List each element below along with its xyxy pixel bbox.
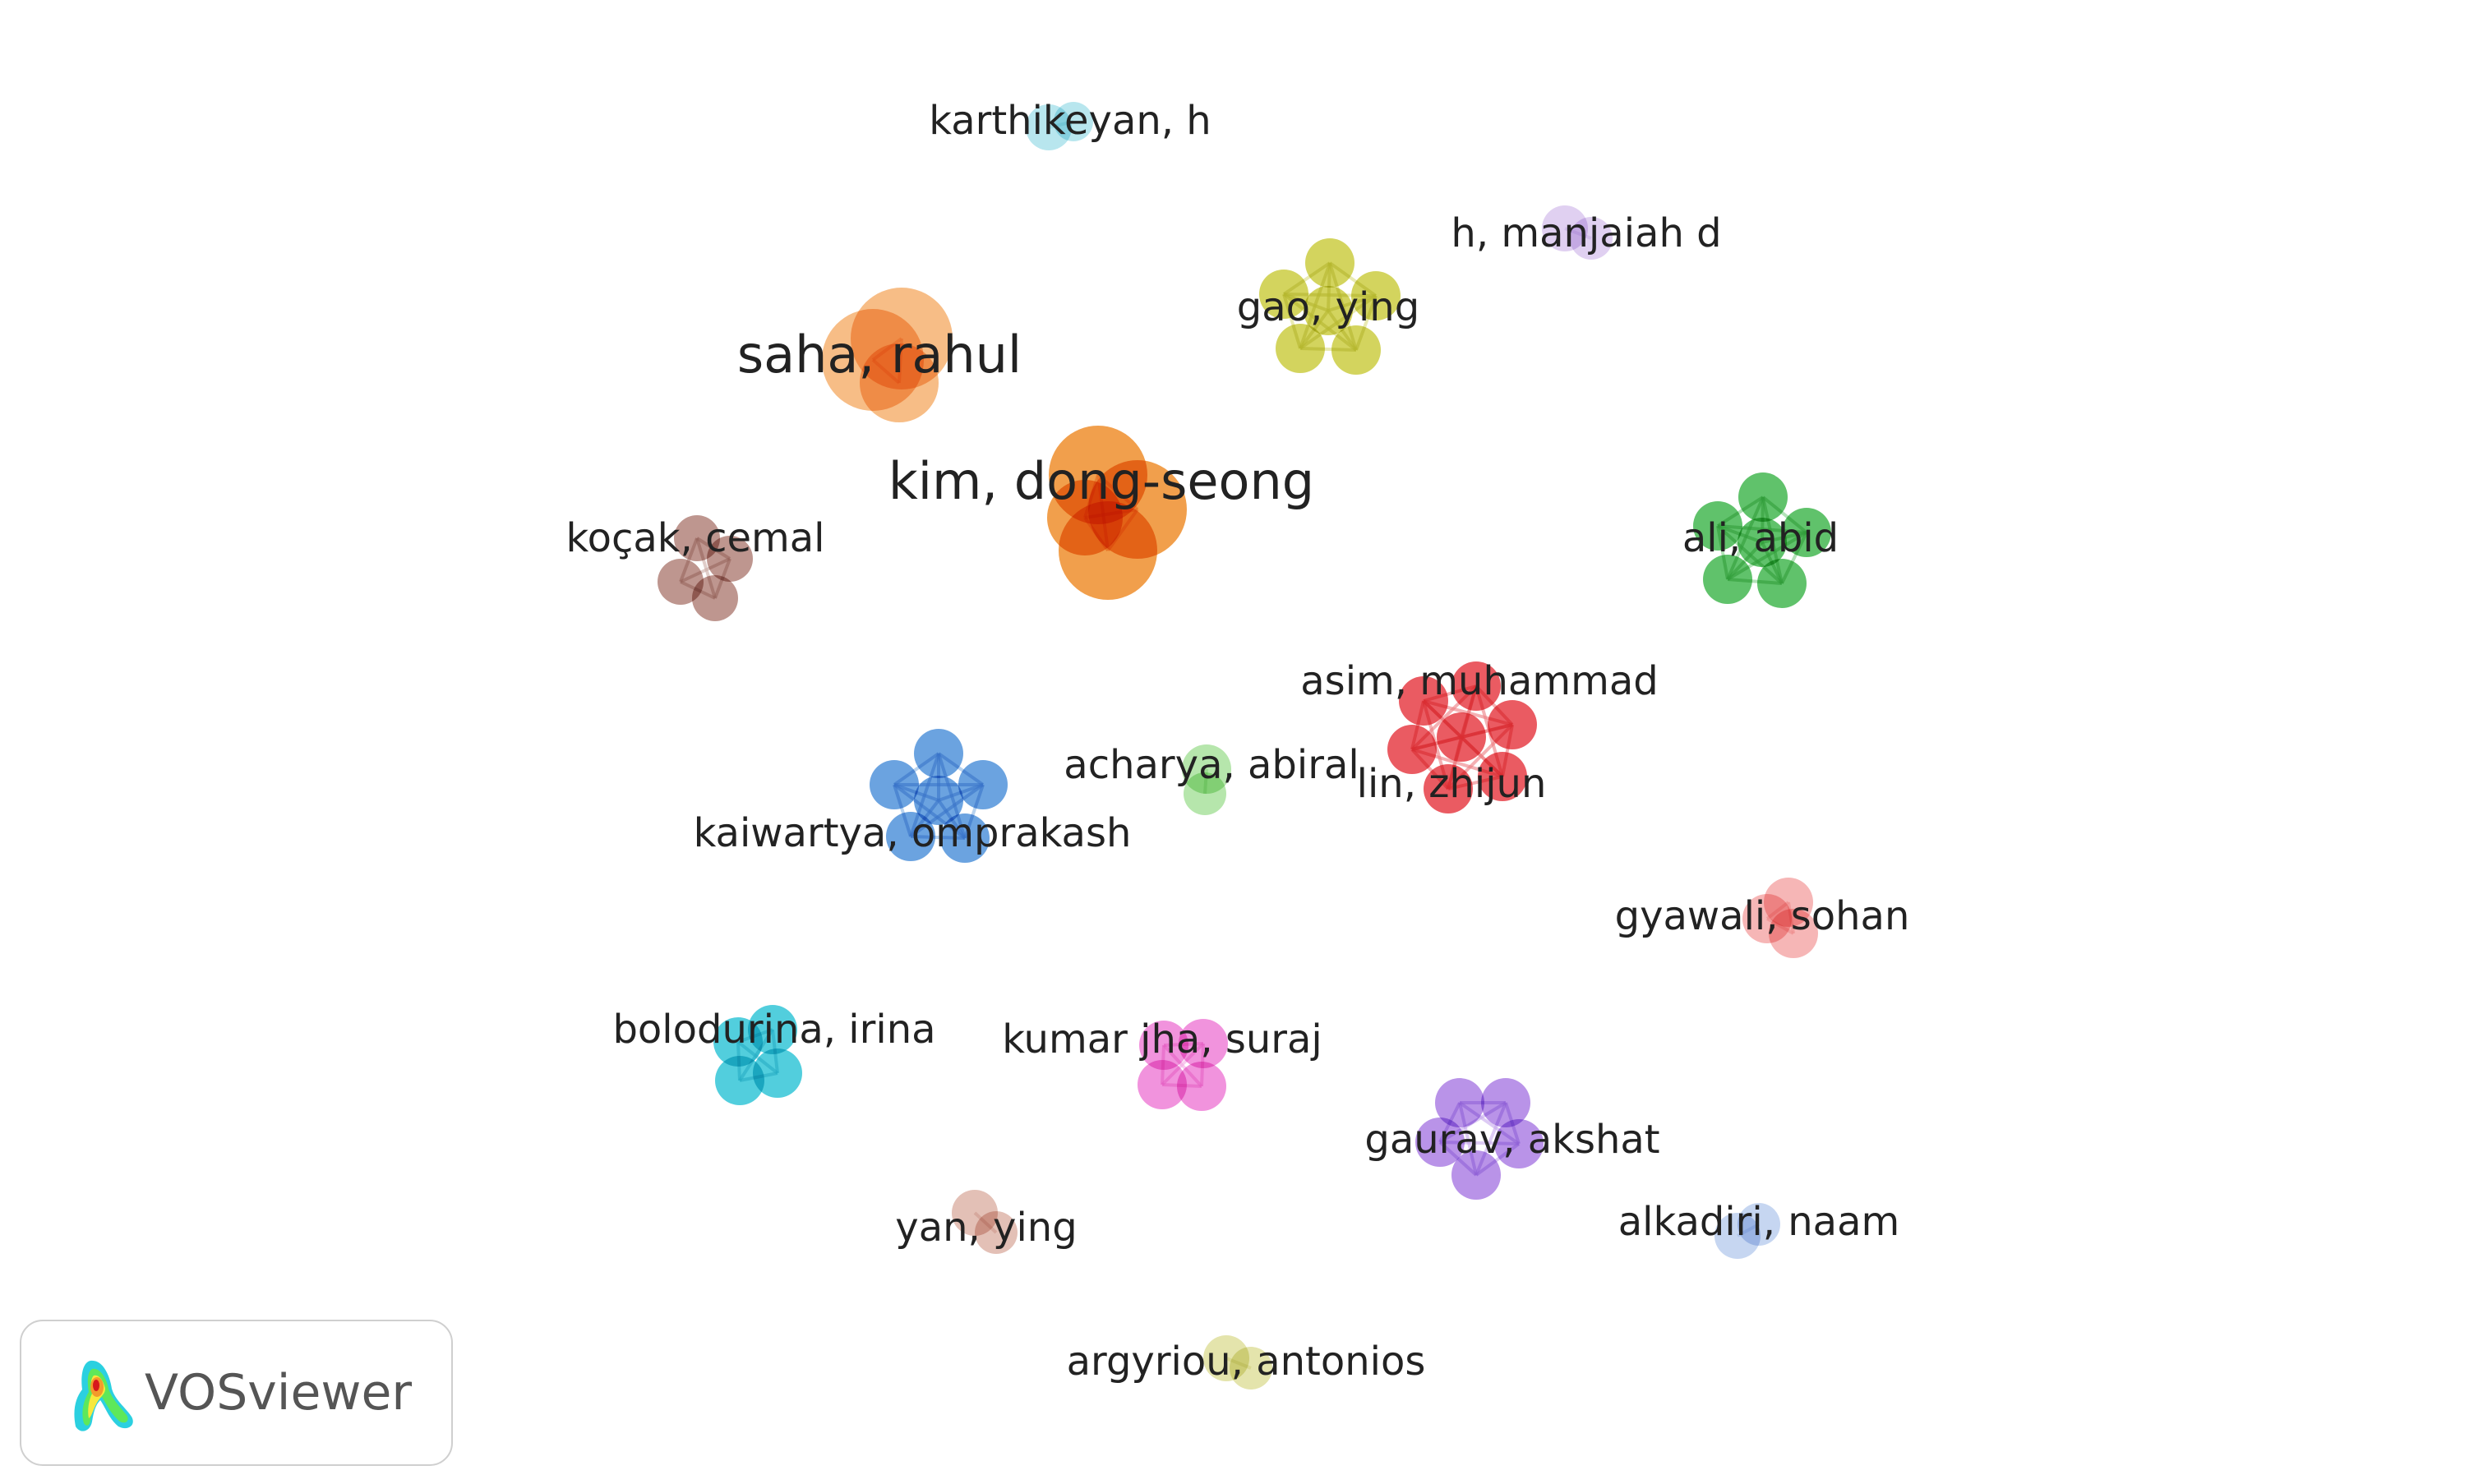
gao-node[interactable] [1351, 271, 1401, 320]
kocak-node[interactable] [707, 536, 753, 582]
karthikeyan-node[interactable] [1054, 102, 1093, 141]
bolodurina-label[interactable]: bolodurina, irina [612, 1007, 935, 1053]
kaiwartya-label[interactable]: kaiwartya, omprakash [694, 810, 1132, 856]
gaurav-node[interactable] [1415, 1118, 1465, 1167]
gaurav-node[interactable] [1451, 1150, 1501, 1200]
asim-node[interactable] [1488, 700, 1537, 749]
gao-label[interactable]: gao, ying [1237, 284, 1419, 330]
gao-node[interactable] [1305, 238, 1354, 288]
manjaiah-label[interactable]: h, manjaiah d [1451, 210, 1721, 256]
gaurav-label[interactable]: gaurav, akshat [1364, 1117, 1659, 1163]
kaiwartya-node[interactable] [940, 813, 990, 863]
kaiwartya-node[interactable] [914, 776, 963, 825]
gaurav-node[interactable] [1435, 1078, 1484, 1127]
vosviewer-brand-name: VOSviewer [145, 1364, 413, 1422]
kumarjha-node[interactable] [1177, 1062, 1226, 1111]
gaurav-node[interactable] [1481, 1078, 1530, 1127]
asim-node[interactable] [1387, 725, 1437, 774]
asim-node[interactable] [1437, 712, 1486, 762]
vosviewer-heatmap-logo-icon [74, 1360, 133, 1431]
kumarjha-node[interactable] [1138, 1060, 1187, 1109]
alkadiri-node[interactable] [1738, 1203, 1780, 1246]
karthikeyan-label[interactable]: karthikeyan, h [929, 98, 1211, 144]
gao-node[interactable] [1304, 286, 1353, 335]
gao-node[interactable] [1259, 270, 1308, 319]
ali-node[interactable] [1738, 472, 1788, 522]
kaiwartya-node[interactable] [958, 760, 1008, 809]
saha-label[interactable]: saha, rahul [737, 325, 1022, 385]
network-labels: saha, rahul kim, dong-seong karthikeyan, h… [566, 98, 1910, 1385]
kumarjha-node[interactable] [1179, 1019, 1228, 1068]
kim-label[interactable]: kim, dong-seong [888, 451, 1314, 511]
manjaiah-node[interactable] [1570, 217, 1613, 260]
asim-node[interactable] [1478, 752, 1527, 801]
kaiwartya-node[interactable] [886, 812, 935, 861]
kocak-node[interactable] [674, 515, 720, 561]
asim-node[interactable] [1399, 676, 1448, 726]
yan-node[interactable] [975, 1211, 1018, 1254]
gao-node[interactable] [1276, 324, 1325, 373]
asim-label[interactable]: asim, muhammad [1300, 658, 1658, 704]
kaiwartya-node[interactable] [914, 729, 963, 778]
yan-label[interactable]: yan, ying [895, 1205, 1077, 1251]
kocak-node[interactable] [658, 559, 704, 605]
asim-node[interactable] [1451, 661, 1501, 711]
kocak-node[interactable] [692, 575, 738, 621]
argyriou-node[interactable] [1230, 1347, 1272, 1390]
gyawali-node[interactable] [1769, 909, 1818, 958]
bolodurina-node[interactable] [753, 1048, 802, 1098]
vosviewer-watermark: VOSviewer [20, 1320, 453, 1466]
bolodurina-node[interactable] [713, 1017, 763, 1067]
kim-node[interactable] [1059, 501, 1157, 600]
acharya-node[interactable] [1184, 772, 1226, 815]
kaiwartya-node[interactable] [870, 760, 919, 809]
kumarjha-label[interactable]: kumar jha, suraj [1002, 1016, 1322, 1062]
gaurav-node[interactable] [1494, 1119, 1544, 1168]
kumarjha-node[interactable] [1139, 1021, 1188, 1070]
bolodurina-node[interactable] [715, 1056, 764, 1105]
kocak-label[interactable]: koçak, cemal [566, 515, 825, 561]
ali-node[interactable] [1757, 559, 1807, 608]
asim-node[interactable] [1424, 764, 1473, 813]
ali-node[interactable] [1738, 518, 1787, 567]
argyriou-label[interactable]: argyriou, antonios [1067, 1339, 1426, 1385]
lin-label[interactable]: lin, zhijun [1357, 761, 1547, 807]
gao-node[interactable] [1331, 325, 1381, 375]
ali-node[interactable] [1782, 508, 1831, 557]
ali-node[interactable] [1693, 501, 1742, 551]
acharya-label[interactable]: acharya, abiral [1064, 742, 1359, 788]
alkadiri-label[interactable]: alkadiri, naam [1618, 1199, 1900, 1245]
ali-node[interactable] [1703, 555, 1752, 604]
network-nodes [658, 102, 1831, 1390]
ali-label[interactable]: ali, abid [1682, 515, 1839, 561]
saha-node[interactable] [860, 343, 939, 422]
gyawali-label[interactable]: gyawali, sohan [1615, 893, 1910, 939]
